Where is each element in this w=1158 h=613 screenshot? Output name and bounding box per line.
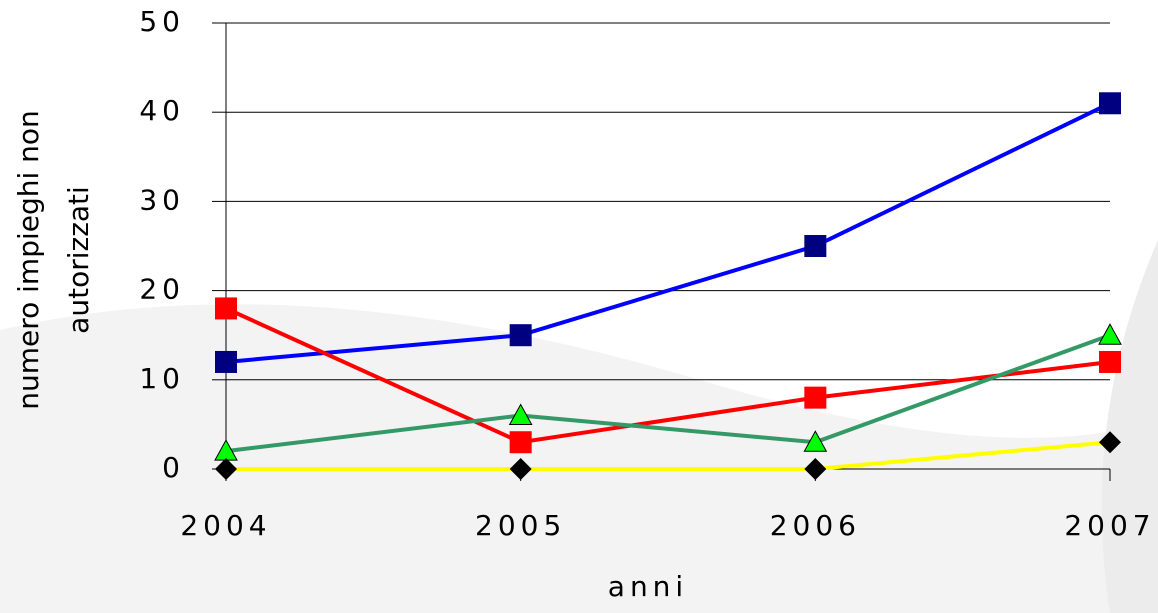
marker (804, 235, 827, 257)
marker (215, 350, 237, 373)
marker (1099, 350, 1121, 373)
y-tick-label: 20 (139, 273, 185, 306)
marker (1099, 92, 1121, 115)
y-tick-label: 40 (139, 94, 185, 127)
y-tick-label: 30 (139, 183, 185, 216)
marker (804, 386, 827, 409)
series-line (225, 306, 1111, 445)
marker (1099, 431, 1121, 454)
background-swoosh (0, 304, 1158, 613)
y-tick-label: 10 (139, 362, 185, 395)
series-line (225, 101, 1111, 364)
series-line (226, 440, 1111, 471)
marker (509, 324, 532, 347)
marker (215, 458, 237, 480)
marker (509, 458, 532, 480)
x-axis-label: anni (608, 570, 688, 603)
x-tick-label: 2005 (475, 509, 566, 542)
marker (804, 458, 827, 480)
marker (509, 431, 532, 454)
y-axis-label: numero impieghi non autorizzati (12, 110, 95, 410)
y-tick-label: 50 (139, 5, 185, 38)
marker (1098, 323, 1122, 345)
x-tick-label: 2007 (1064, 509, 1155, 542)
y-axis-label-line: numero impieghi non (12, 110, 45, 410)
background-swoosh (1101, 240, 1158, 613)
marker (215, 297, 237, 320)
marker (803, 430, 828, 452)
y-tick-label: 0 (162, 451, 185, 484)
marker (508, 403, 533, 425)
series-line (225, 333, 1111, 454)
x-tick-label: 2006 (770, 509, 861, 542)
x-tick-label: 2004 (180, 509, 271, 542)
y-axis-label-line: autorizzati (62, 186, 95, 334)
